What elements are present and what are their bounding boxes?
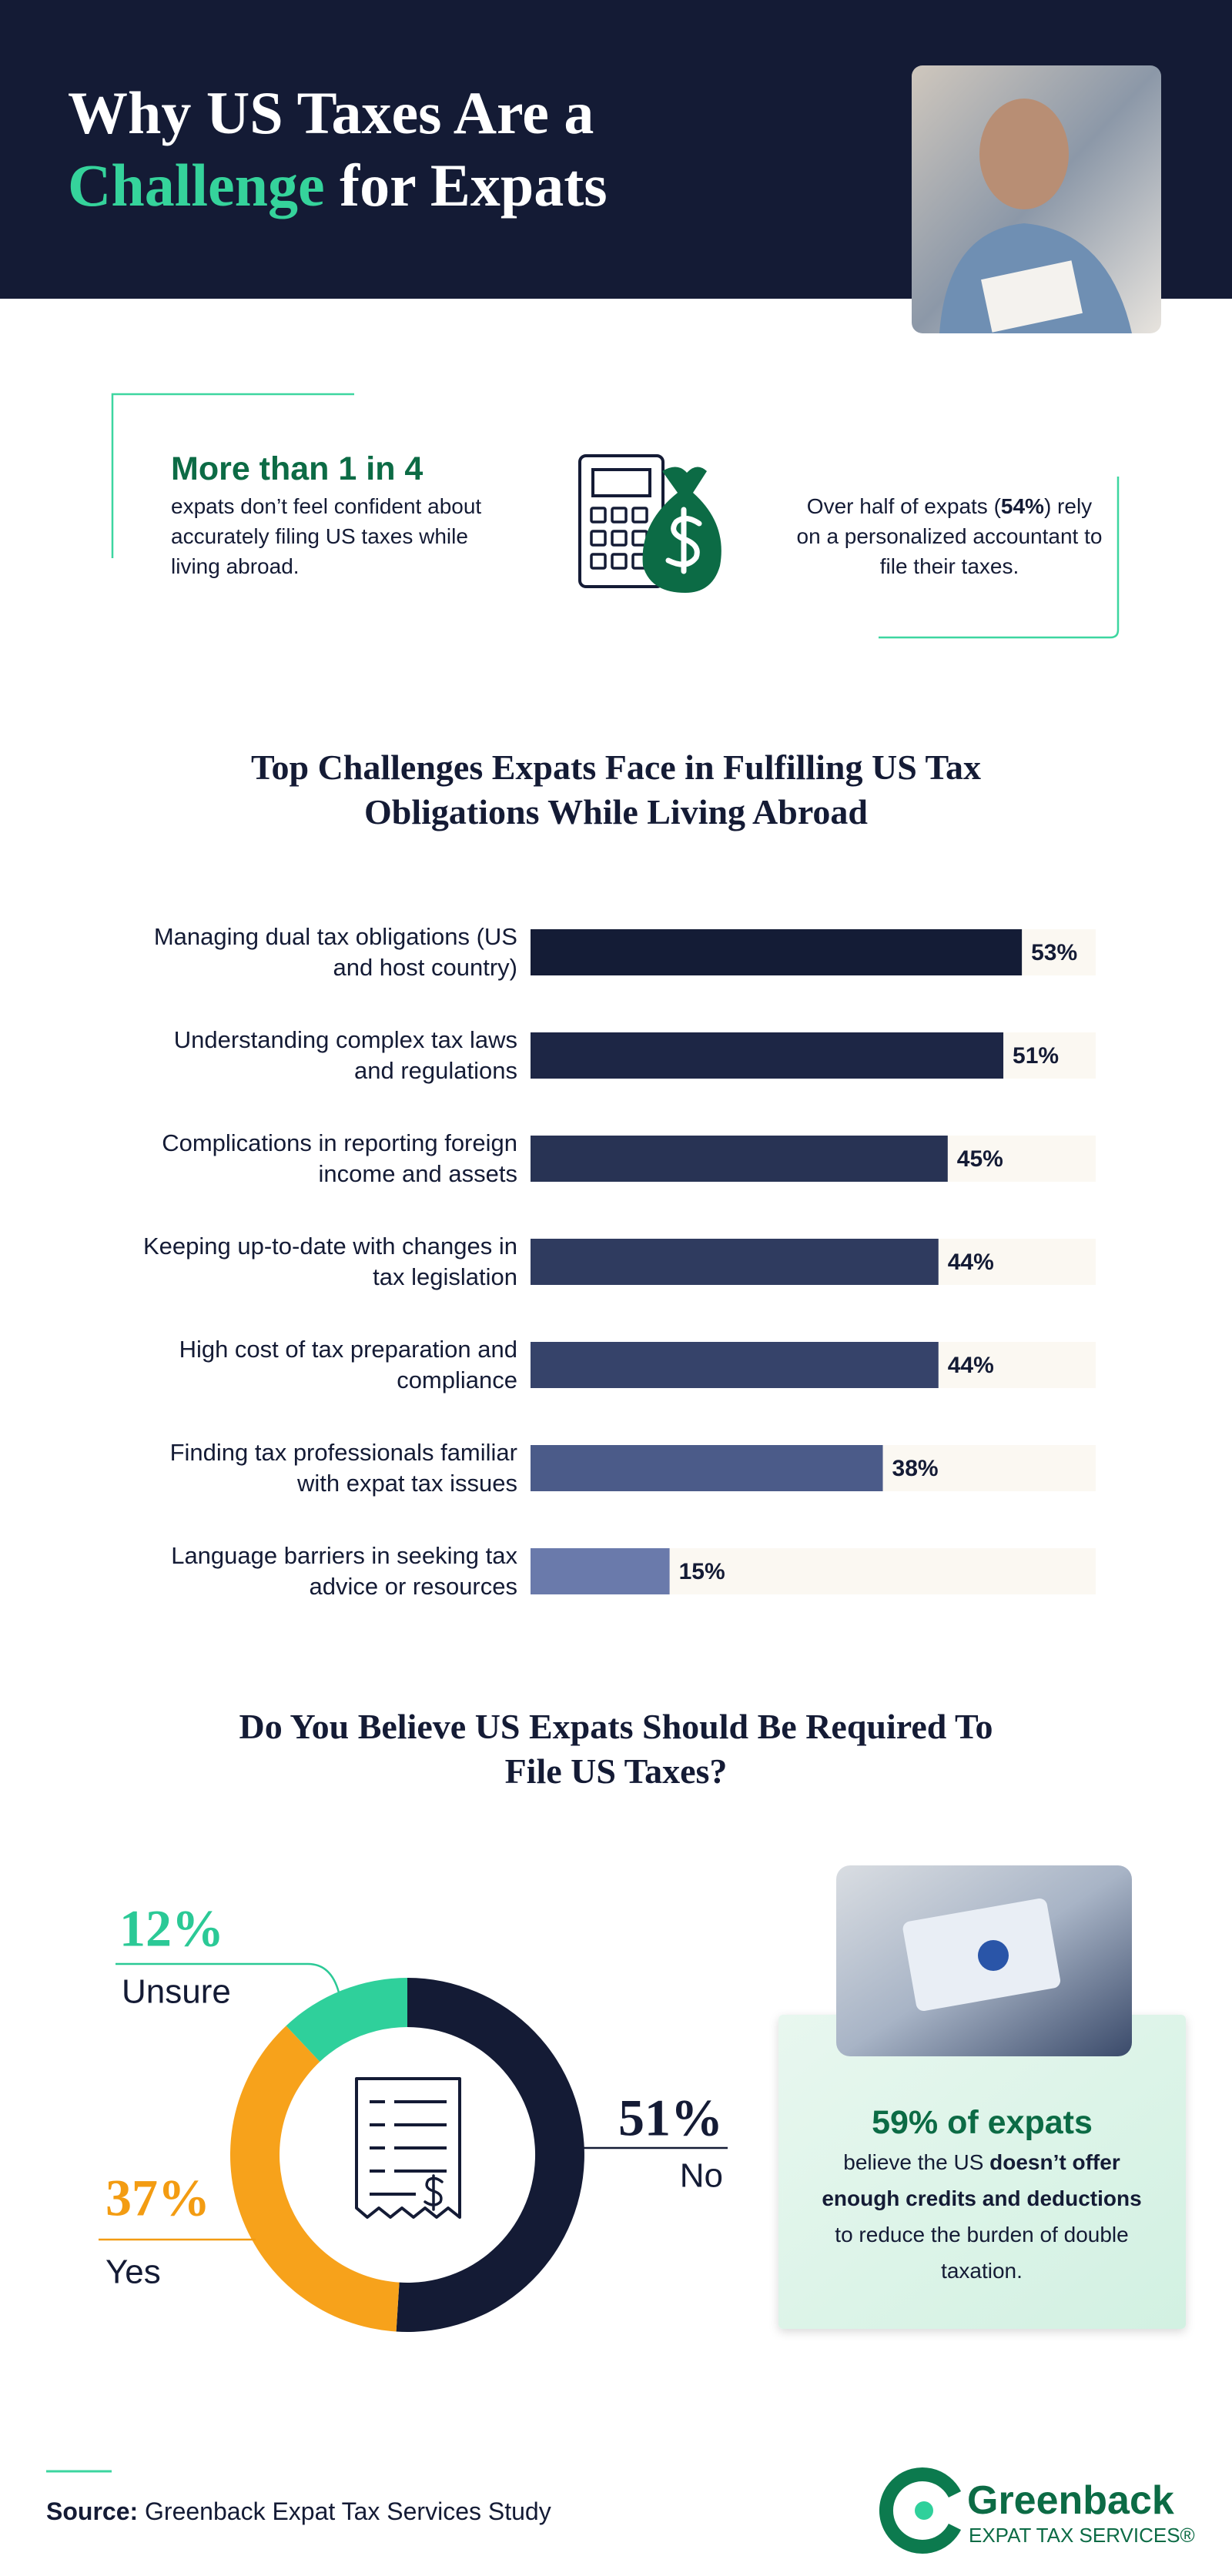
logo-tagline: EXPAT TAX SERVICES® [969, 2524, 1195, 2547]
stat-text: expats don’t feel confident about accura… [171, 494, 482, 578]
callout-card [778, 2015, 1186, 2329]
donut-category-label: Unsure [122, 1973, 231, 2011]
bar [531, 1136, 948, 1182]
calculator-key [590, 530, 607, 547]
calculator-screen [591, 468, 651, 497]
source: Source: Greenback Expat Tax Services Stu… [46, 2497, 551, 2526]
bar-value-label: 15% [679, 1559, 725, 1584]
header-title: Why US Taxes Are a Challenge for Expats [68, 77, 608, 222]
left-bracket [111, 393, 354, 558]
bar-category-label: High cost of tax preparation and complia… [179, 1336, 517, 1393]
bar [531, 1032, 1004, 1079]
source-text: Greenback Expat Tax Services Study [145, 2497, 551, 2525]
bar [531, 1445, 883, 1491]
bar-value-label: 44% [948, 1353, 994, 1378]
calculator-key [611, 507, 628, 524]
card-text: believe the US doesn’t offer enough cred… [820, 2144, 1143, 2289]
calculator-key [631, 507, 648, 524]
bar-value-label: 45% [957, 1146, 1003, 1172]
photo-paper [981, 260, 1083, 333]
donut-segment [229, 2026, 400, 2332]
donut-category-label: No [680, 2157, 723, 2195]
photo-globe [978, 1940, 1009, 1971]
card-headline: 59% of expats [872, 2104, 1093, 2141]
calculator-key [590, 553, 607, 570]
bar-value-label: 38% [892, 1456, 939, 1481]
receipt-dollar [424, 2174, 444, 2211]
bar-category-label: Understanding complex tax laws and regul… [173, 1026, 517, 1084]
donut-value-label: 37% [105, 2169, 210, 2227]
donut-category-label: Yes [105, 2253, 161, 2291]
photo-figure-head [979, 99, 1069, 209]
donut-value-label: 51% [618, 2089, 723, 2147]
calculator-key [611, 530, 628, 547]
bar [531, 1548, 670, 1594]
bar-value-label: 53% [1031, 940, 1077, 965]
title-line: Why US Taxes Are a [68, 79, 594, 146]
leader-line [116, 1962, 340, 1993]
stat-text: Over half of expats ( [806, 494, 1001, 518]
bar-category-label: Keeping up-to-date with changes in tax l… [143, 1233, 517, 1290]
donut-segment [396, 1978, 584, 2332]
stat-text: ) rely on a personalized accountant to f… [796, 494, 1103, 578]
calculator-key [590, 507, 607, 524]
card-text-part: to reduce the burden of double taxation. [835, 2223, 1129, 2283]
bar-category-label: Language barriers in seeking tax advice … [171, 1542, 517, 1600]
stat-headline: More than 1 in 4 [171, 450, 424, 487]
logo-name: Greenback [967, 2478, 1174, 2523]
logo-mark [879, 2467, 962, 2554]
bar-chart-title: Top Challenges Expats Face in Fulfilling… [251, 748, 981, 831]
donut-chart-title: Do You Believe US Expats Should Be Requi… [239, 1707, 993, 1791]
right-bracket [879, 477, 1120, 639]
bar-category-label: Complications in reporting foreign incom… [162, 1129, 517, 1187]
bar [531, 1342, 939, 1388]
donut-segment [286, 1978, 407, 2062]
bar-value-label: 44% [948, 1250, 994, 1275]
logo-dot [915, 2501, 933, 2520]
bar-category-label: Managing dual tax obligations (US and ho… [153, 923, 517, 981]
bar [531, 929, 1023, 975]
donut-value-label: 12% [119, 1899, 224, 1958]
stat-right: Over half of expats (54%) rely on a pers… [795, 491, 1103, 581]
dollar-symbol [665, 507, 702, 574]
bar [531, 1239, 939, 1285]
bar-value-label: 51% [1013, 1043, 1059, 1069]
title-highlight: Challenge [68, 152, 325, 219]
title-rest: for Expats [340, 152, 608, 219]
source-label: Source: [46, 2497, 139, 2525]
stat-highlight: 54% [1000, 494, 1044, 518]
calculator-key [611, 553, 628, 570]
card-highlight: doesn’t offer enough credits and deducti… [822, 2150, 1142, 2210]
card-text-part: believe the US [843, 2150, 990, 2174]
bar-category-label: Finding tax professionals familiar with … [169, 1439, 517, 1497]
